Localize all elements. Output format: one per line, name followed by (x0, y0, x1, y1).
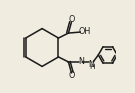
Text: N: N (78, 57, 84, 66)
Text: OH: OH (79, 27, 91, 36)
Text: O: O (69, 71, 75, 80)
Text: H: H (89, 64, 94, 70)
Text: N: N (89, 60, 94, 69)
Text: O: O (69, 15, 75, 24)
